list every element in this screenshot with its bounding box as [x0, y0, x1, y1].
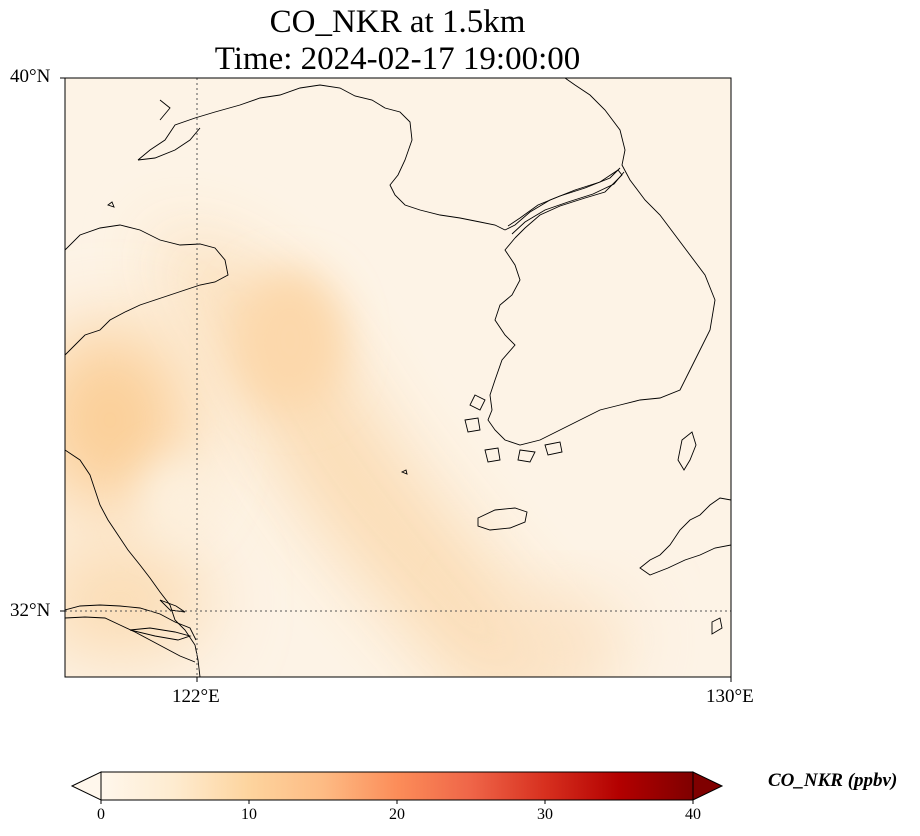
colorbar-max-extend	[692, 771, 724, 801]
lat-tick-label-32n: 32°N	[10, 600, 51, 621]
colorbar-label: CO_NKR (ppbv)	[768, 770, 898, 791]
plot-title-line-1: CO_NKR at 1.5km	[269, 4, 526, 40]
colorbar-tick-label: 20	[389, 806, 405, 823]
colorbar	[70, 771, 724, 804]
lat-tick-label-40n: 40°N	[10, 66, 51, 87]
concentration-field	[65, 78, 731, 677]
plot-title-line-2: Time: 2024-02-17 19:00:00	[214, 41, 581, 77]
axis-tick-marks	[60, 77, 732, 682]
map-frame	[64, 77, 732, 678]
lon-tick-label-122e: 122°E	[172, 686, 220, 707]
colorbar-min-extend	[70, 771, 102, 801]
colorbar-tick-label: 0	[97, 806, 105, 823]
lon-tick-label-130e: 130°E	[706, 686, 754, 707]
gridlines	[65, 78, 731, 677]
colorbar-tick-label: 40	[685, 806, 701, 823]
colorbar-tick-label: 30	[537, 806, 553, 823]
coastlines	[65, 78, 731, 677]
colorbar-tick-label: 10	[241, 806, 257, 823]
